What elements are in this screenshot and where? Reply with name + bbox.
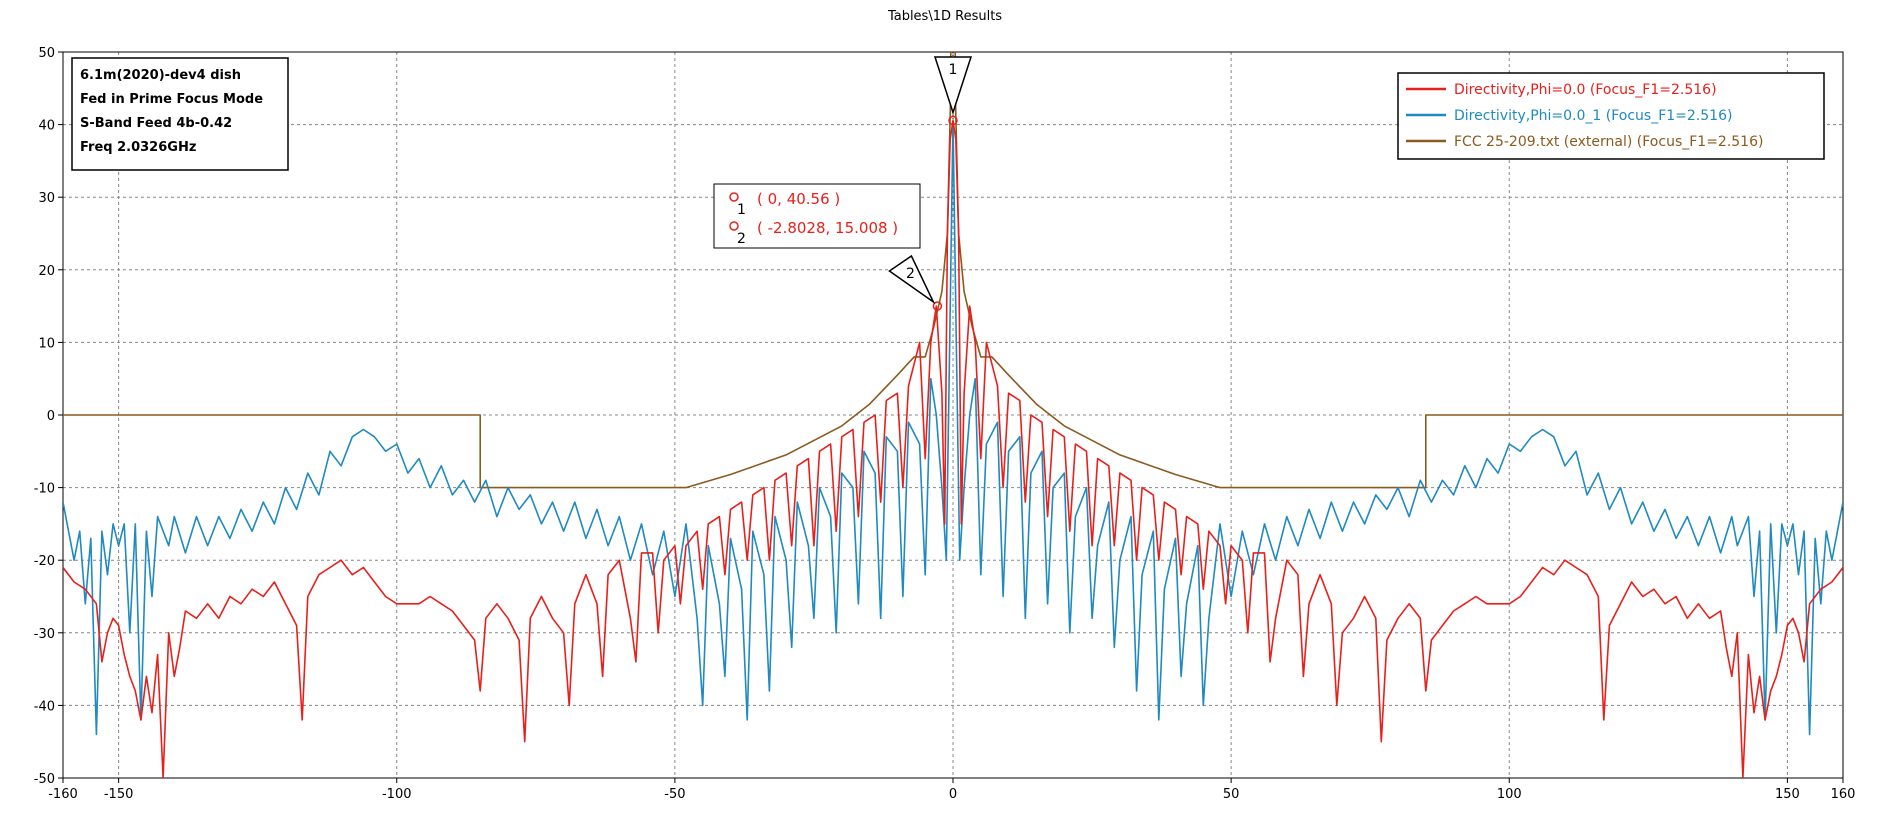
y-tick-label: 30 xyxy=(38,191,55,206)
marker-readout-box: 1 ( 0, 40.56 ) 2 ( -2.8028, 15.008 ) xyxy=(713,183,921,249)
y-tick-label: 20 xyxy=(38,264,55,279)
marker-flag-2 xyxy=(888,254,936,305)
marker-flag-label-1: 1 xyxy=(949,62,958,78)
y-tick-label: -30 xyxy=(34,627,55,642)
legend-label-red: Directivity,Phi=0.0 (Focus_F1=2.516) xyxy=(1454,82,1717,98)
marker-flag-label-2: 2 xyxy=(906,266,915,282)
x-tick-label: 150 xyxy=(1775,787,1800,802)
legend-label-blue: Directivity,Phi=0.0_1 (Focus_F1=2.516) xyxy=(1454,108,1732,124)
y-tick-label: 10 xyxy=(38,336,55,351)
readout-marker-1-icon xyxy=(729,192,739,202)
series-line-2 xyxy=(63,119,1843,778)
x-tick-label: -100 xyxy=(382,787,412,802)
x-tick-label: 100 xyxy=(1497,787,1522,802)
data-marker-2[interactable] xyxy=(932,301,943,311)
info-line-dish: 6.1m(2020)-dev4 dish xyxy=(80,68,241,83)
x-tick-label: -160 xyxy=(48,787,78,802)
readout-marker-2-text: ( -2.8028, 15.008 ) xyxy=(757,219,898,237)
marker-flag-1 xyxy=(933,56,973,115)
readout-marker-2-id: 2 xyxy=(737,231,746,247)
legend-label-brown: FCC 25-209.txt (external) (Focus_F1=2.51… xyxy=(1454,134,1763,150)
y-tick-label: 40 xyxy=(38,119,55,134)
y-tick-label: 0 xyxy=(47,409,55,424)
y-tick-label: -10 xyxy=(34,482,55,497)
info-box: 6.1m(2020)-dev4 dish Fed in Prime Focus … xyxy=(71,57,289,171)
data-marker-1[interactable] xyxy=(948,115,958,126)
readout-marker-1-id: 1 xyxy=(737,202,746,218)
legend: Directivity,Phi=0.0 (Focus_F1=2.516) Dir… xyxy=(1397,72,1825,160)
info-line-freq: Freq 2.0326GHz xyxy=(80,140,196,155)
chart-title: Tables\1D Results xyxy=(887,9,1002,24)
info-line-feed-mode: Fed in Prime Focus Mode xyxy=(80,92,263,107)
readout-marker-1-text: ( 0, 40.56 ) xyxy=(757,190,840,208)
x-tick-label: -50 xyxy=(664,787,685,802)
x-tick-label: 160 xyxy=(1831,787,1856,802)
x-tick-label: -150 xyxy=(104,787,134,802)
series-line-0 xyxy=(63,52,1843,489)
y-tick-label: -50 xyxy=(34,772,55,787)
x-tick-label: 50 xyxy=(1223,787,1240,802)
readout-marker-2-icon xyxy=(729,221,739,231)
info-line-feed: S-Band Feed 4b-0.42 xyxy=(80,116,232,131)
y-tick-label: 50 xyxy=(38,46,55,61)
y-tick-label: -40 xyxy=(34,699,55,714)
y-tick-label: -20 xyxy=(34,554,55,569)
x-tick-label: 0 xyxy=(949,787,957,802)
